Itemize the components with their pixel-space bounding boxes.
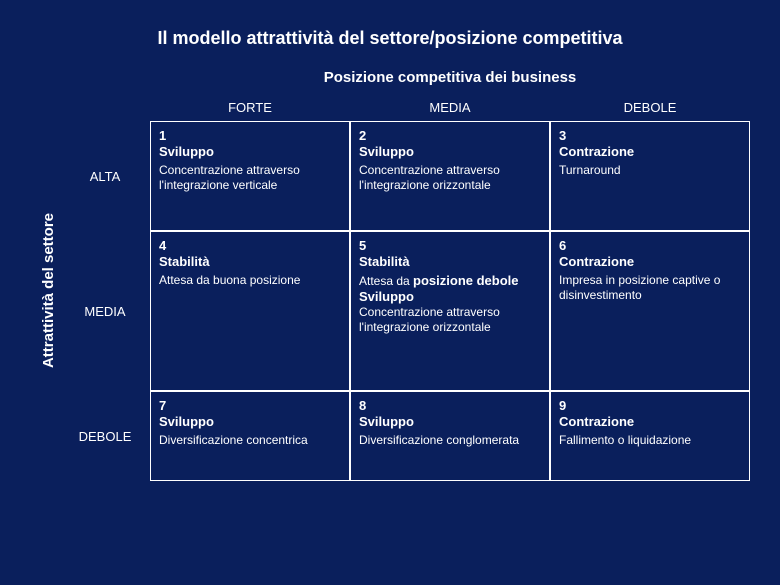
cell-desc-emph2: Sviluppo	[359, 289, 414, 304]
row-cells: 4 Stabilità Attesa da buona posizione 5 …	[150, 231, 750, 391]
cell-4: 4 Stabilità Attesa da buona posizione	[150, 231, 350, 391]
cell-3: 3 Contrazione Turnaround	[550, 121, 750, 231]
cell-title: Contrazione	[559, 254, 634, 269]
cell-heading: 1 Sviluppo	[159, 128, 341, 161]
cell-title: Sviluppo	[359, 414, 414, 429]
cell-heading: 7 Sviluppo	[159, 398, 341, 431]
cell-heading: 6 Contrazione	[559, 238, 741, 271]
matrix-rows: ALTA 1 Sviluppo Concentrazione attravers…	[68, 121, 750, 481]
cell-desc: Diversificazione concentrica	[159, 433, 341, 448]
table-row: MEDIA 4 Stabilità Attesa da buona posizi…	[68, 231, 750, 391]
row-label-debole: DEBOLE	[68, 391, 150, 481]
row-label-media: MEDIA	[68, 231, 150, 391]
cell-desc: Concentrazione attraverso l'integrazione…	[359, 163, 541, 193]
table-row: ALTA 1 Sviluppo Concentrazione attravers…	[68, 121, 750, 231]
left-axis-label: Attrattività del settore	[41, 213, 58, 368]
cell-title: Sviluppo	[159, 144, 214, 159]
cell-heading: 5 Stabilità	[359, 238, 541, 271]
cell-num: 7	[159, 398, 166, 413]
grid-wrap: FORTE MEDIA DEBOLE ALTA 1 Sviluppo Conce…	[68, 100, 750, 481]
cell-title: Sviluppo	[159, 414, 214, 429]
cell-num: 4	[159, 238, 166, 253]
cell-desc2: Concentrazione attraverso l'integrazione…	[359, 305, 500, 334]
cell-num: 8	[359, 398, 366, 413]
cell-7: 7 Sviluppo Diversificazione concentrica	[150, 391, 350, 481]
row-cells: 1 Sviluppo Concentrazione attraverso l'i…	[150, 121, 750, 231]
cell-num: 1	[159, 128, 166, 143]
cell-heading: 9 Contrazione	[559, 398, 741, 431]
cell-desc: Impresa in posizione captive o disinvest…	[559, 273, 741, 303]
col-header-media: MEDIA	[350, 100, 550, 115]
cell-5: 5 Stabilità Attesa da posizione debole S…	[350, 231, 550, 391]
col-header-forte: FORTE	[150, 100, 350, 115]
top-axis-label: Posizione competitiva dei business	[30, 69, 750, 86]
cell-1: 1 Sviluppo Concentrazione attraverso l'i…	[150, 121, 350, 231]
cell-heading: 8 Sviluppo	[359, 398, 541, 431]
column-headers: FORTE MEDIA DEBOLE	[68, 100, 750, 115]
cell-desc-pre: Attesa da	[359, 274, 410, 288]
left-axis-wrap: Attrattività del settore	[30, 100, 68, 481]
cell-title: Stabilità	[359, 254, 410, 269]
cell-num: 9	[559, 398, 566, 413]
cell-desc: Fallimento o liquidazione	[559, 433, 741, 448]
table-row: DEBOLE 7 Sviluppo Diversificazione conce…	[68, 391, 750, 481]
cell-heading: 2 Sviluppo	[359, 128, 541, 161]
cell-title: Sviluppo	[359, 144, 414, 159]
cell-desc: Concentrazione attraverso l'integrazione…	[159, 163, 341, 193]
cell-desc: Turnaround	[559, 163, 741, 178]
cell-6: 6 Contrazione Impresa in posizione capti…	[550, 231, 750, 391]
row-label-alta: ALTA	[68, 121, 150, 231]
cell-heading: 4 Stabilità	[159, 238, 341, 271]
matrix-container: Attrattività del settore FORTE MEDIA DEB…	[30, 100, 750, 481]
cell-8: 8 Sviluppo Diversificazione conglomerata	[350, 391, 550, 481]
cell-num: 2	[359, 128, 366, 143]
page-title: Il modello attrattività del settore/posi…	[30, 28, 750, 49]
cell-desc-emph1: posizione debole	[413, 273, 518, 288]
cell-title: Stabilità	[159, 254, 210, 269]
col-header-debole: DEBOLE	[550, 100, 750, 115]
cell-title: Contrazione	[559, 414, 634, 429]
cell-desc: Diversificazione conglomerata	[359, 433, 541, 448]
cell-9: 9 Contrazione Fallimento o liquidazione	[550, 391, 750, 481]
cell-heading: 3 Contrazione	[559, 128, 741, 161]
cell-num: 3	[559, 128, 566, 143]
cell-desc: Attesa da posizione debole Sviluppo Conc…	[359, 273, 541, 336]
cell-num: 5	[359, 238, 366, 253]
cell-num: 6	[559, 238, 566, 253]
cell-title: Contrazione	[559, 144, 634, 159]
cell-desc: Attesa da buona posizione	[159, 273, 341, 288]
cell-2: 2 Sviluppo Concentrazione attraverso l'i…	[350, 121, 550, 231]
row-cells: 7 Sviluppo Diversificazione concentrica …	[150, 391, 750, 481]
